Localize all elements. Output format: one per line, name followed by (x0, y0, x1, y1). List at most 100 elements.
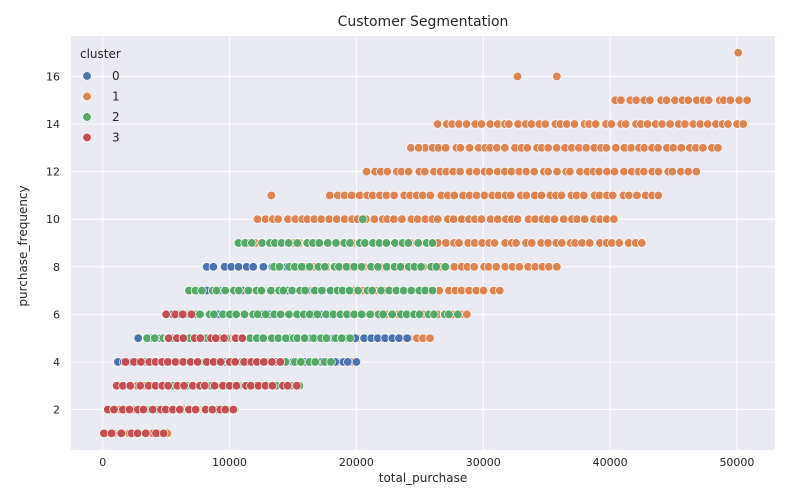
data-point (657, 119, 667, 129)
data-point (609, 214, 619, 224)
data-point (691, 166, 702, 177)
x-axis-label: total_purchase (379, 471, 468, 485)
data-point (195, 309, 205, 320)
data-point (645, 95, 655, 105)
data-point (344, 285, 355, 296)
data-point (125, 381, 135, 391)
data-point (353, 285, 363, 296)
data-point (495, 285, 505, 296)
data-point (207, 404, 218, 415)
data-point (543, 238, 553, 248)
data-point (164, 333, 174, 343)
data-point (552, 262, 562, 272)
data-point (158, 428, 169, 438)
data-point (398, 285, 409, 296)
data-point (208, 262, 219, 272)
data-point (195, 333, 205, 343)
data-point (738, 119, 748, 129)
data-point (284, 238, 294, 248)
data-point (395, 262, 406, 272)
data-point (614, 238, 624, 248)
data-point (138, 404, 149, 415)
data-point (175, 404, 185, 415)
data-point (513, 119, 523, 129)
data-point (683, 166, 693, 177)
data-point (367, 285, 377, 296)
data-point (624, 190, 634, 201)
legend-label: 2 (112, 110, 120, 124)
data-point (124, 404, 135, 415)
data-point (296, 357, 306, 367)
data-point (292, 381, 302, 391)
data-point (237, 333, 247, 343)
data-point (742, 95, 752, 105)
data-point (557, 238, 567, 248)
data-point (332, 214, 342, 224)
data-point (178, 309, 188, 320)
data-point (608, 190, 618, 201)
data-point (549, 214, 560, 224)
data-point (637, 238, 647, 248)
data-point (425, 190, 436, 201)
legend-marker (82, 132, 92, 143)
legend-marker (82, 112, 92, 122)
data-point (536, 190, 547, 201)
data-point (132, 428, 143, 438)
data-point (579, 190, 589, 201)
data-point (585, 238, 595, 248)
data-point (725, 95, 736, 105)
data-point (616, 95, 626, 105)
data-point (676, 143, 686, 153)
data-point (476, 119, 487, 129)
data-point (148, 404, 158, 415)
data-point (713, 143, 723, 153)
data-point (403, 238, 413, 248)
data-point (253, 309, 263, 320)
data-point (661, 95, 672, 105)
data-point (734, 95, 744, 105)
data-point (402, 333, 412, 343)
data-point (267, 381, 278, 391)
data-point (299, 333, 310, 343)
data-point (601, 143, 612, 153)
data-point (259, 357, 269, 367)
data-point (500, 143, 510, 153)
data-point (449, 190, 459, 201)
data-point (219, 333, 229, 343)
data-point (376, 285, 386, 296)
y-axis-label: purchase_frequency (16, 185, 30, 306)
data-point (257, 238, 267, 248)
data-point (369, 214, 380, 224)
data-point (197, 285, 207, 296)
data-point (429, 309, 439, 320)
data-point (444, 309, 454, 320)
data-point (455, 166, 465, 177)
data-point (387, 309, 397, 320)
data-point (514, 262, 525, 272)
data-point (591, 119, 601, 129)
data-point (668, 143, 678, 153)
data-point (247, 238, 257, 248)
data-point (427, 238, 438, 248)
data-point (683, 95, 693, 105)
x-tick-label: 20000 (339, 456, 374, 469)
chart-title: Customer Segmentation (338, 14, 509, 30)
data-point (559, 214, 569, 224)
data-point (632, 190, 642, 201)
data-point (420, 166, 430, 177)
data-point (698, 143, 708, 153)
data-point (347, 190, 357, 201)
data-point (275, 309, 286, 320)
data-point (381, 238, 391, 248)
data-point (310, 357, 320, 367)
data-point (343, 357, 353, 367)
data-point (337, 333, 347, 343)
data-point (476, 214, 487, 224)
data-point (109, 404, 119, 415)
data-point (606, 119, 617, 129)
data-point (216, 357, 226, 367)
data-point (193, 357, 203, 367)
data-point (580, 214, 590, 224)
data-point (418, 190, 428, 201)
